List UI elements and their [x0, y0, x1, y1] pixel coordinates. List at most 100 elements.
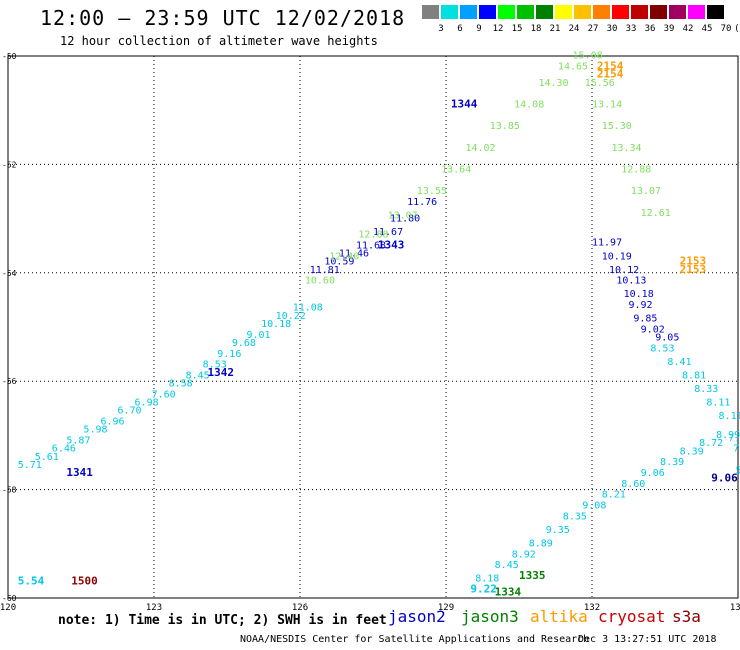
data-point-label: 6.96 [100, 417, 124, 428]
data-point-label: 8.45 [495, 560, 519, 571]
data-point-label: 9.01 [246, 330, 270, 341]
data-point-label: 13.07 [631, 186, 661, 197]
pass-time-label: 2154 [597, 68, 624, 81]
data-point-label: 9.68 [232, 338, 256, 349]
data-point-label: 10.18 [261, 319, 291, 330]
data-point-label: 5.71 [18, 460, 42, 471]
footer-note: note: 1) Time is in UTC; 2) SWH is in fe… [58, 613, 387, 628]
data-point-label: 13.55 [417, 186, 447, 197]
x-tick-label: 123 [146, 603, 162, 613]
data-point-label: 13.85 [490, 121, 520, 132]
scale-label: 6 [457, 24, 463, 34]
data-point-label: 12.88 [621, 165, 651, 176]
generation-timestamp: Dec 3 13:27:51 UTC 2018 [578, 634, 717, 645]
data-point-label: 8.99 [716, 430, 740, 441]
data-point-label: 11.08 [293, 303, 323, 314]
pass-time-label: 2154 [597, 60, 624, 73]
data-point-label: 8.35 [563, 511, 587, 522]
pass-time-label: 9.06 [711, 471, 738, 484]
data-point-label: 15.56 [585, 78, 615, 89]
data-point-label: 10.60 [305, 276, 335, 287]
data-point-label: 8.39 [660, 457, 684, 468]
data-point-label: 12.88 [358, 230, 388, 241]
pass-time-label: 1342 [208, 366, 235, 379]
data-point-label: 9.85 [633, 314, 657, 325]
scale-label: 15 [511, 24, 523, 34]
data-point-label: 8.11 [719, 411, 740, 422]
scale-swatch [536, 5, 553, 19]
data-point-label: 13.14 [592, 99, 622, 110]
scale-label: 18 [530, 24, 542, 34]
scale-swatch [498, 5, 515, 19]
x-tick-label: 129 [438, 603, 454, 613]
data-point-label: 8.92 [512, 549, 536, 560]
data-point-label: 10.19 [602, 251, 632, 262]
data-point-label: 14.30 [538, 78, 568, 89]
data-point-label: 8.45 [186, 370, 210, 381]
scale-label: 30 [606, 24, 618, 34]
data-point-label: 10.59 [324, 257, 354, 268]
data-point-label: 11.80 [390, 213, 420, 224]
data-point-label: 11.68 [356, 240, 386, 251]
scale-swatch [669, 5, 686, 19]
scale-label: 12 [492, 24, 504, 34]
scale-label: 36 [644, 24, 656, 34]
legend-jason2: jason2 [388, 607, 446, 626]
scale-swatch [479, 5, 496, 19]
data-point-label: 13.34 [611, 143, 641, 154]
data-point-label: 6.46 [52, 444, 76, 455]
data-point-label: 14.65 [558, 62, 588, 73]
scale-label: 45 [701, 24, 713, 34]
scale-label: 27 [587, 24, 599, 34]
scale-swatch [593, 5, 610, 19]
data-point-label: 9.05 [655, 333, 679, 344]
chart-title: 12:00 – 23:59 UTC 12/02/2018 [40, 6, 406, 30]
data-point-label: 8.21 [602, 490, 626, 501]
data-point-label: 11.76 [407, 197, 437, 208]
scale-label: 9 [476, 24, 482, 34]
scale-label: 33 [625, 24, 637, 34]
data-point-label: 13.07 [388, 211, 418, 222]
data-point-label: 5.61 [35, 452, 59, 463]
data-point-label: 11.81 [310, 265, 340, 276]
scale-label: 42 [682, 24, 694, 34]
scale-label: 24 [568, 24, 580, 34]
pass-time-label: 1344 [451, 97, 478, 110]
x-tick-label: 135 [730, 603, 740, 613]
x-tick-label: 132 [584, 603, 600, 613]
data-point-label: 10.13 [616, 276, 646, 287]
data-point-label: 5.98 [83, 425, 107, 436]
data-point-label: 11.67 [373, 227, 403, 238]
pass-time-label: 1334 [495, 585, 522, 598]
data-point-label: 8.58 [169, 379, 193, 390]
pass-time-label: 1335 [519, 569, 546, 582]
data-point-label: 5.87 [66, 436, 90, 447]
data-point-label: 11.97 [592, 238, 622, 249]
data-point-label: 12.61 [641, 208, 671, 219]
scale-swatch [574, 5, 591, 19]
data-point-label: 15.30 [602, 121, 632, 132]
data-point-label: 13.64 [441, 165, 471, 176]
scale-swatch [650, 5, 667, 19]
data-point-label: 8.39 [680, 446, 704, 457]
data-point-label: 9.35 [546, 525, 570, 536]
scale-swatch [555, 5, 572, 19]
y-tick-label: -58 [2, 486, 17, 495]
data-point-label: 8.72 [699, 438, 723, 449]
y-tick-label: -54 [2, 269, 17, 278]
plot-frame [7, 55, 739, 599]
pass-time-label: 9.22 [470, 583, 497, 596]
data-point-label: 9.06 [641, 468, 665, 479]
pass-time-label: 1500 [71, 574, 98, 587]
data-point-label: 8.18 [475, 574, 499, 585]
legend-altika: altika [530, 607, 588, 626]
legend-s3a: s3a [672, 607, 701, 626]
y-tick-label: -60 [2, 594, 17, 603]
credit-line: NOAA/NESDIS Center for Satellite Applica… [240, 634, 590, 645]
data-point-label: 8.11 [706, 398, 730, 409]
data-point-label: 10.18 [624, 289, 654, 300]
data-point-label: 14.02 [465, 143, 495, 154]
data-point-label: 9.02 [641, 324, 665, 335]
data-point-label: 9.92 [629, 300, 653, 311]
data-point-label: 10.22 [276, 311, 306, 322]
